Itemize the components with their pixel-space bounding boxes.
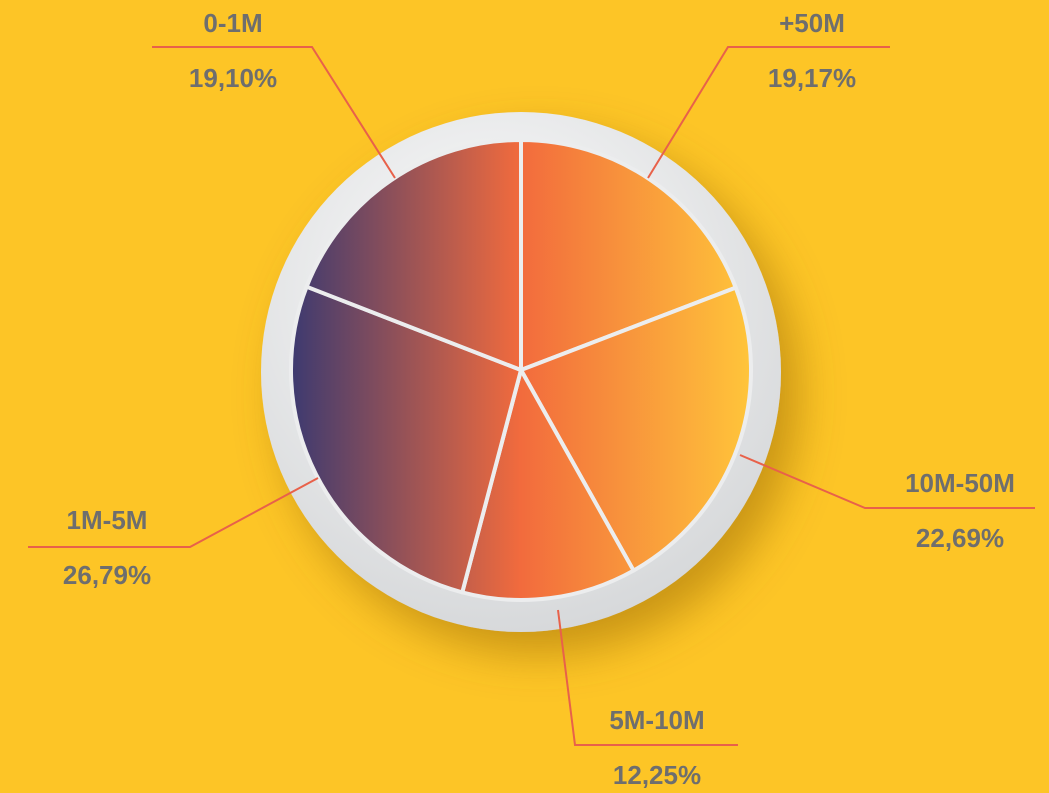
leader-line <box>557 609 738 746</box>
slice-value: 26,79% <box>63 560 151 590</box>
pie-slice <box>519 138 738 372</box>
pie-slice <box>460 368 636 602</box>
slice-value: 22,69% <box>916 523 1004 553</box>
slice-label: 10M-50M <box>905 468 1015 498</box>
leader-line <box>28 477 319 548</box>
pie-slice <box>304 138 523 372</box>
slice-label: +50M <box>779 8 845 38</box>
slice-value: 19,10% <box>189 63 277 93</box>
pie-slice <box>519 285 753 573</box>
slice-label: 0-1M <box>203 8 262 38</box>
slice-value: 12,25% <box>613 760 701 790</box>
leader-line <box>152 46 396 179</box>
slice-value: 19,17% <box>768 63 856 93</box>
leader-line <box>739 454 1035 509</box>
slice-label: 1M-5M <box>67 505 148 535</box>
leader-line <box>647 46 890 179</box>
slice-label: 5M-10M <box>609 705 704 735</box>
pie-slice <box>289 284 523 595</box>
